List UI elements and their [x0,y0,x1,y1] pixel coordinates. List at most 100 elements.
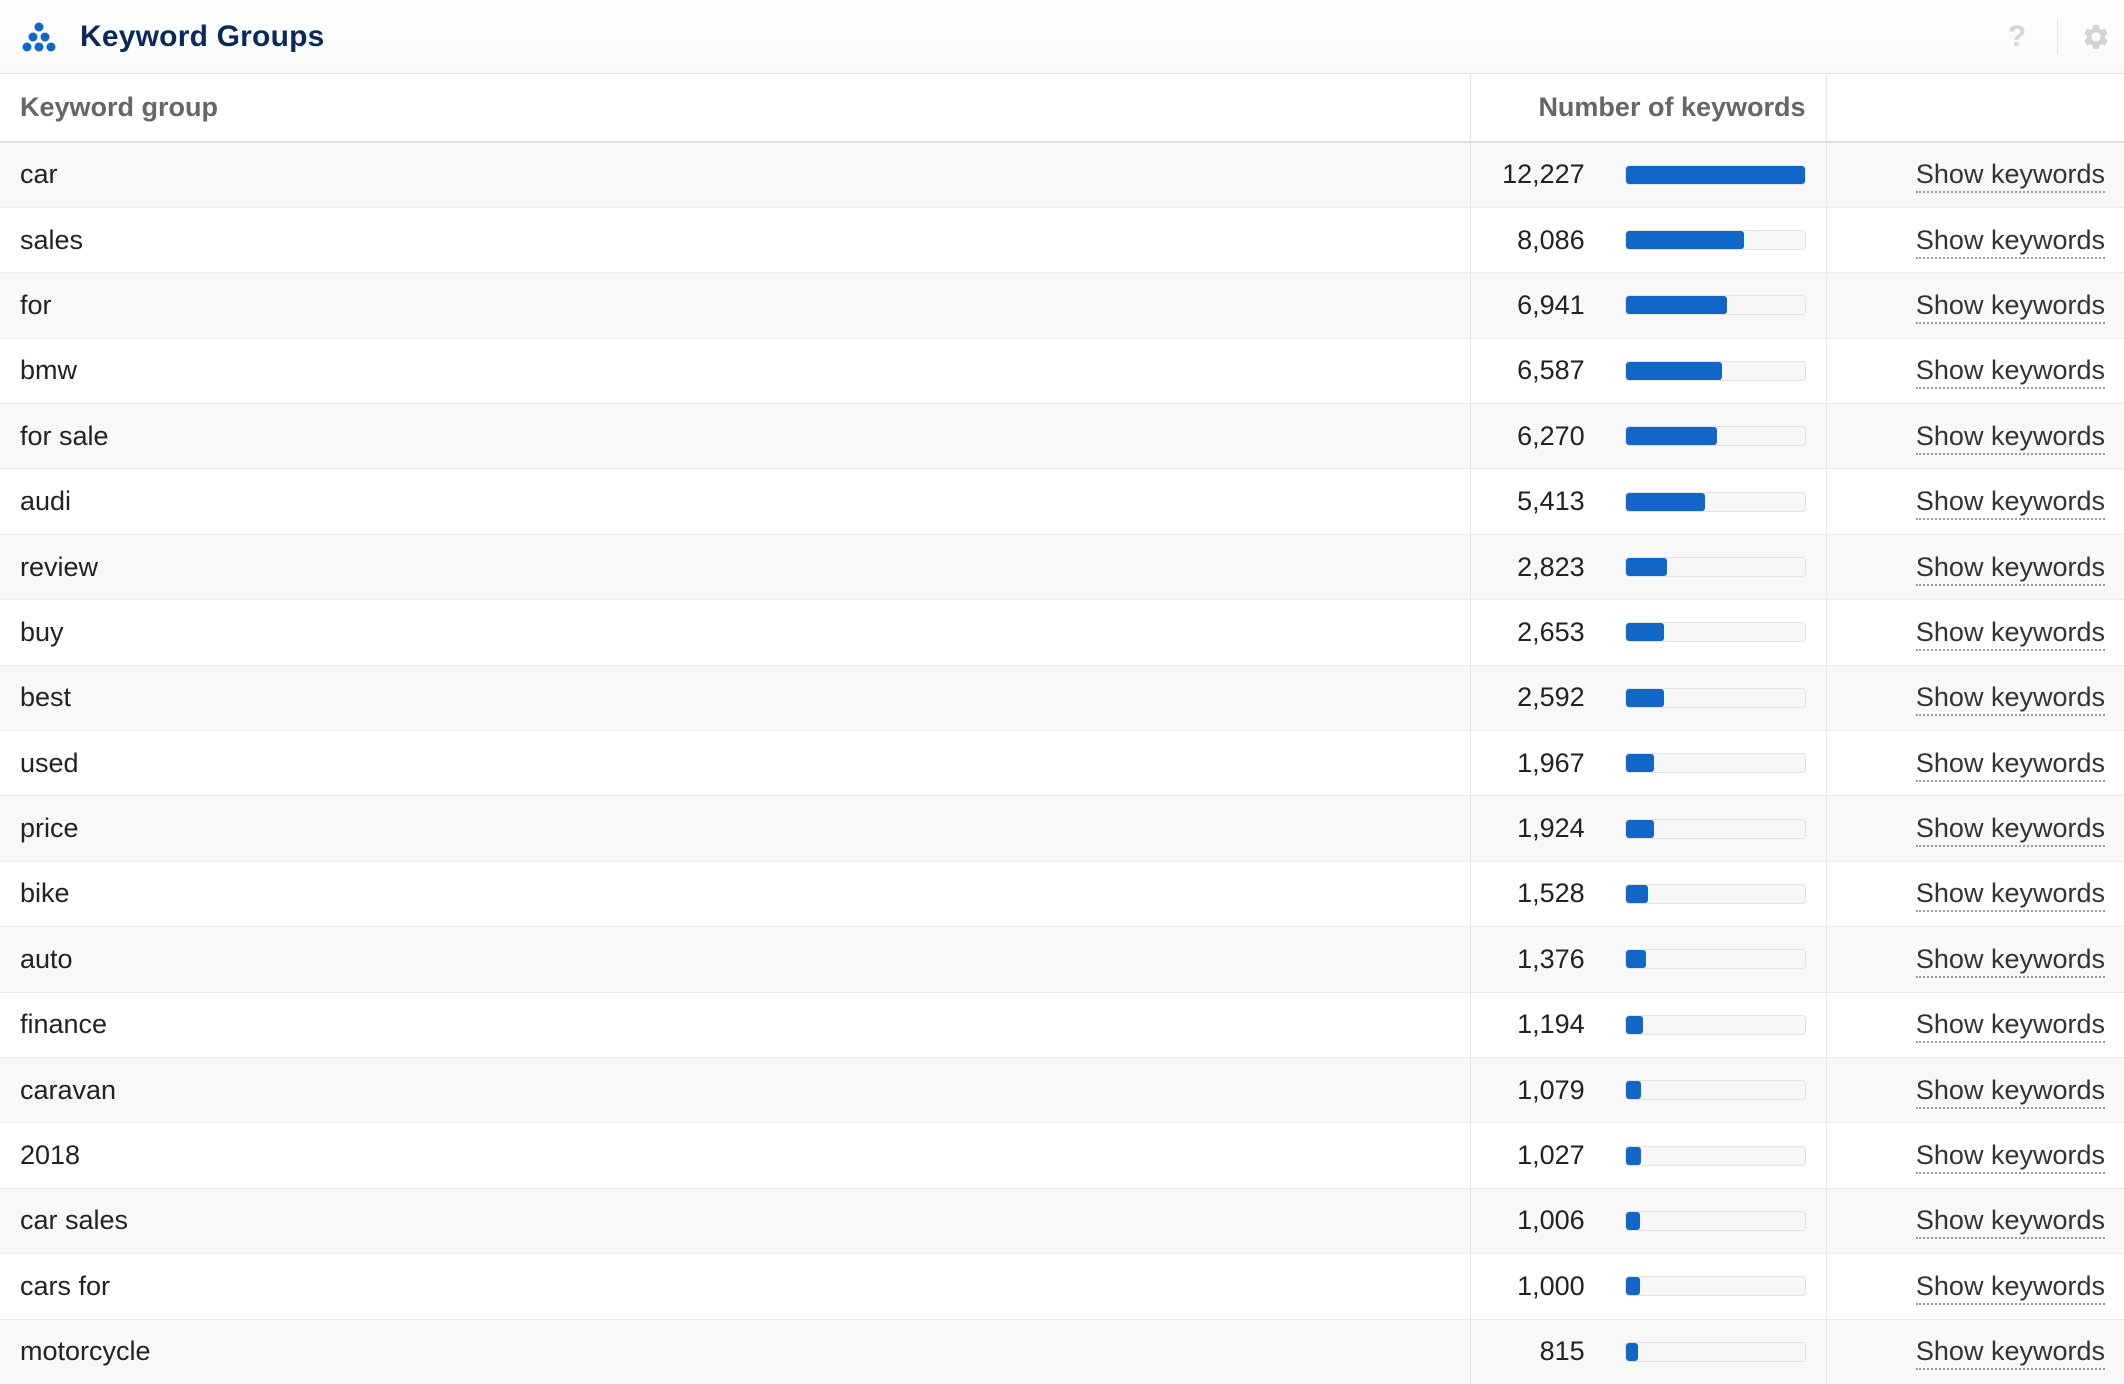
keyword-count-bar-fill [1625,231,1744,250]
keyword-count-cell: 1,528 [1469,861,1827,928]
keyword-group-cell: 2018 [0,1122,1470,1189]
keyword-count-cell: 6,941 [1469,272,1827,339]
table-row: used 1,967 Show keywords [0,730,2124,797]
keyword-count-value: 2,592 [1517,682,1585,713]
show-keywords-link[interactable]: Show keywords [1915,616,2105,651]
keyword-count-value: 6,941 [1517,289,1585,320]
show-keywords-link[interactable]: Show keywords [1915,289,2105,324]
show-keywords-link[interactable]: Show keywords [1915,1009,2105,1044]
header-divider [2057,19,2058,54]
keyword-count-value: 1,967 [1517,747,1585,778]
show-keywords-link[interactable]: Show keywords [1915,486,2105,521]
show-keywords-link[interactable]: Show keywords [1915,943,2105,978]
keyword-count-cell: 1,924 [1469,795,1827,862]
table-row: review 2,823 Show keywords [0,534,2124,601]
table-row: buy 2,653 Show keywords [0,599,2124,666]
keyword-count-bar [1624,753,1806,774]
table-row: cars for 1,000 Show keywords [0,1253,2124,1320]
keyword-count-bar [1624,295,1806,316]
keyword-count-bar [1624,883,1806,904]
keyword-groups-dots-icon [22,22,56,51]
keyword-count-value: 1,194 [1517,1009,1585,1040]
gear-icon[interactable] [2068,0,2124,74]
keyword-count-value: 1,000 [1517,1270,1585,1301]
column-header-number-of-keywords[interactable]: Number of keywords [1469,74,1827,143]
keyword-group-cell: buy [0,599,1470,666]
table-row: bmw 6,587 Show keywords [0,338,2124,405]
table-row: price 1,924 Show keywords [0,795,2124,862]
table-row: 2018 1,027 Show keywords [0,1122,2124,1189]
show-keywords-link[interactable]: Show keywords [1915,355,2105,390]
keyword-count-bar-fill [1625,1081,1642,1100]
show-keywords-link[interactable]: Show keywords [1915,159,2105,194]
keyword-count-cell: 815 [1469,1319,1827,1384]
keyword-count-cell: 12,227 [1469,142,1827,208]
action-cell: Show keywords [1826,795,2124,862]
keyword-count-bar-fill [1625,427,1718,446]
help-icon[interactable]: ? [2007,19,2027,53]
keyword-count-bar-fill [1625,1342,1638,1361]
keyword-count-cell: 1,079 [1469,1057,1827,1124]
keyword-count-bar [1624,360,1806,381]
table-row: audi 5,413 Show keywords [0,468,2124,535]
action-cell: Show keywords [1826,403,2124,470]
keyword-count-bar-fill [1625,754,1655,773]
keyword-count-wrap: 1,376 [1471,944,1806,975]
keyword-count-cell: 2,823 [1469,534,1827,601]
table-row: caravan 1,079 Show keywords [0,1057,2124,1124]
show-keywords-link[interactable]: Show keywords [1915,1270,2105,1305]
keyword-count-bar-fill [1625,558,1667,577]
keyword-count-bar-fill [1625,1277,1641,1296]
keyword-count-bar [1624,1080,1806,1101]
keyword-count-value: 12,227 [1502,159,1585,190]
show-keywords-link[interactable]: Show keywords [1915,1074,2105,1109]
action-cell: Show keywords [1826,665,2124,732]
keyword-count-value: 1,924 [1517,813,1585,844]
keyword-count-bar [1624,622,1806,643]
show-keywords-link[interactable]: Show keywords [1915,878,2105,913]
keyword-group-cell: cars for [0,1253,1470,1320]
show-keywords-link[interactable]: Show keywords [1915,682,2105,717]
keyword-count-wrap: 1,079 [1471,1075,1806,1106]
keyword-count-bar [1624,1341,1806,1362]
keyword-count-cell: 1,376 [1469,926,1827,993]
keyword-count-wrap: 5,413 [1471,486,1806,517]
keyword-count-cell: 2,592 [1469,665,1827,732]
show-keywords-link[interactable]: Show keywords [1915,747,2105,782]
keyword-count-bar [1624,426,1806,447]
keyword-count-bar [1624,230,1806,251]
keyword-count-bar [1624,1145,1806,1166]
keyword-count-cell: 6,270 [1469,403,1827,470]
keyword-count-wrap: 2,592 [1471,682,1806,713]
show-keywords-link[interactable]: Show keywords [1915,224,2105,259]
column-header-keyword-group[interactable]: Keyword group [0,74,1470,143]
table-row: auto 1,376 Show keywords [0,926,2124,993]
keyword-count-value: 5,413 [1517,486,1585,517]
action-cell: Show keywords [1826,1188,2124,1255]
keyword-count-bar-fill [1625,884,1648,903]
keyword-count-bar-fill [1625,1146,1641,1165]
keyword-count-value: 6,587 [1517,355,1585,386]
show-keywords-link[interactable]: Show keywords [1915,813,2105,848]
show-keywords-link[interactable]: Show keywords [1915,1140,2105,1175]
keyword-count-bar-fill [1625,165,1805,184]
keyword-count-wrap: 1,528 [1471,878,1806,909]
keyword-count-wrap: 1,006 [1471,1205,1806,1236]
show-keywords-link[interactable]: Show keywords [1915,551,2105,586]
show-keywords-link[interactable]: Show keywords [1915,420,2105,455]
keyword-count-value: 1,006 [1517,1205,1585,1236]
keyword-count-value: 1,376 [1517,943,1585,974]
keyword-count-bar-fill [1625,361,1722,380]
keyword-count-wrap: 1,000 [1471,1271,1806,1302]
widget-header: Keyword Groups ? [0,0,2124,74]
action-cell: Show keywords [1826,599,2124,666]
keyword-group-cell: motorcycle [0,1319,1470,1384]
keyword-count-wrap: 2,823 [1471,552,1806,583]
keyword-group-cell: review [0,534,1470,601]
table-body: car 12,227 Show keywords sales 8,086 Show key… [0,142,2124,1384]
show-keywords-link[interactable]: Show keywords [1915,1336,2105,1371]
column-header-action [1826,74,2124,143]
show-keywords-link[interactable]: Show keywords [1915,1205,2105,1240]
keyword-count-cell: 2,653 [1469,599,1827,666]
